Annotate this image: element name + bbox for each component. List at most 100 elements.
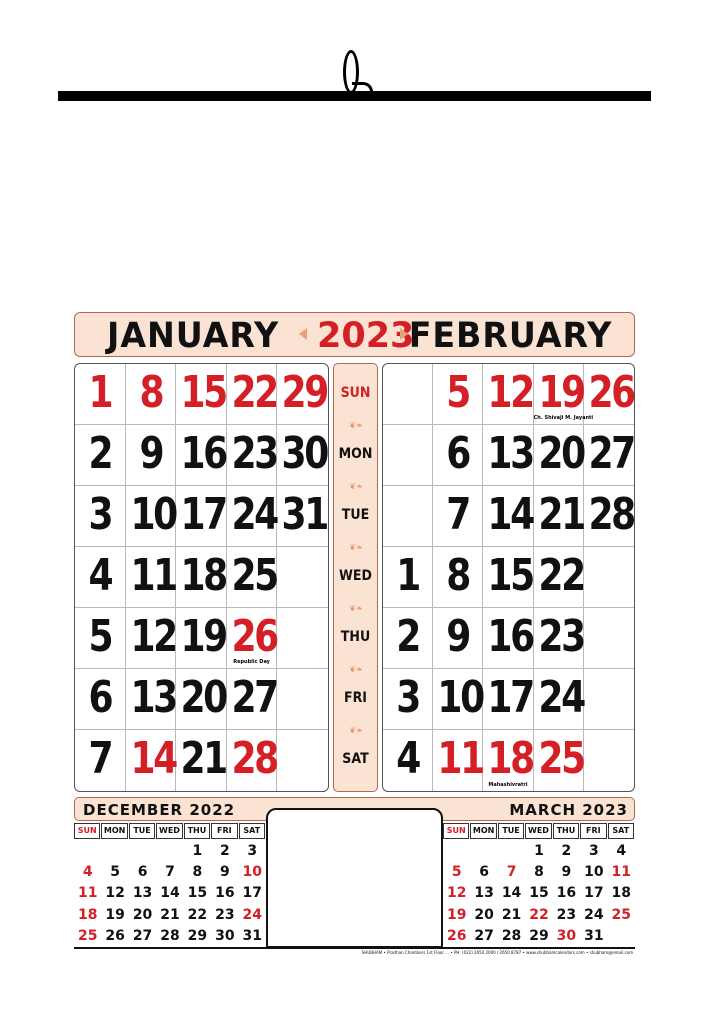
mini-date (443, 841, 470, 862)
mini-weekday-header: THU (183, 823, 211, 839)
mini-date: 16 (556, 885, 577, 902)
date-cell: 15 (176, 364, 228, 425)
date-number: 14 (130, 733, 178, 784)
date-number: 27 (588, 428, 634, 479)
date-cell (383, 486, 434, 547)
mini-weekday-header: FRI (211, 823, 238, 839)
date-cell: 18 Mahashivratri (483, 730, 536, 791)
date-number: 21 (180, 733, 229, 784)
date-number: 26 (231, 611, 279, 662)
january-grid: 1 8 15 22 29 2 9 16 23 30 3 10 17 24 31 4 11 18 25 5 12 19 26 R… (74, 363, 329, 792)
date-number: 28 (231, 733, 279, 784)
ornament-icon: ❦❧ (349, 604, 363, 613)
date-cell: 17 (176, 486, 229, 547)
date-cell: 28 (583, 486, 634, 547)
mini-date (498, 841, 525, 862)
date-number: 17 (180, 489, 229, 540)
date-cell: 20 (176, 669, 228, 730)
mini-date: 3 (247, 843, 258, 859)
mini-date: 13 (474, 885, 494, 902)
weekday-column: SUN ❦❧ MON ❦❧ TUE ❦❧ WED ❦❧ THU ❦❧ FRI ❦❧ SAT (333, 363, 378, 792)
date-cell: 9 (433, 608, 484, 669)
mini-date (129, 841, 156, 862)
date-number: 9 (446, 611, 471, 662)
date-cell: 18 (176, 547, 228, 608)
mini-date: 15 (187, 885, 208, 902)
date-number: 4 (396, 733, 421, 784)
ornament-icon: ❦❧ (349, 665, 363, 674)
arrow-left-icon (299, 328, 307, 340)
date-number: 7 (88, 733, 113, 784)
date-number: 13 (130, 672, 178, 723)
weekday-mon: MON ❦❧ (334, 425, 377, 491)
february-grid: 5 12 19 Ch. Shivaji M. Jayanti 26 6 13 20 27 7 14 2… (382, 363, 635, 792)
date-number: 20 (538, 428, 586, 479)
date-number: 10 (130, 489, 178, 540)
date-cell: 21 (533, 486, 586, 547)
mini-date: 23 (215, 906, 235, 923)
weekday-wed: WED ❦❧ (334, 547, 377, 613)
hanger-hook (352, 82, 373, 95)
mini-date: 17 (584, 885, 604, 902)
date-cell (583, 547, 634, 608)
mini-date: 29 (187, 927, 208, 944)
mini-date: 10 (242, 864, 263, 881)
mini-date: 6 (137, 864, 148, 881)
date-number: 31 (281, 489, 328, 540)
date-number: 7 (446, 489, 471, 540)
date-cell: 31 (277, 486, 328, 547)
mini-date: 14 (501, 885, 522, 902)
weekday-sat: SAT (334, 730, 377, 791)
mini-date: 23 (556, 906, 577, 923)
mini-date: 8 (192, 864, 203, 881)
december-mini-calendar: SUN MON TUE WED THU FRI SAT 1 2 3 4 5 6 7 8 9 10 11 12 13 1… (74, 823, 266, 947)
hanger-loop (343, 50, 359, 94)
mini-date: 20 (474, 906, 494, 923)
date-number: 2 (396, 611, 421, 662)
date-number: 29 (281, 367, 328, 418)
date-cell: 16 (176, 425, 228, 486)
date-number: 8 (139, 367, 164, 418)
mini-date: 4 (82, 864, 93, 881)
february-title: FEBRUARY (408, 316, 612, 356)
date-cell: 14 (483, 486, 536, 547)
mini-weekday-header: THU (552, 823, 580, 839)
date-cell: 28 (227, 730, 279, 791)
mini-date: 3 (588, 843, 599, 859)
date-cell: 5 (433, 364, 484, 425)
date-cell: 17 (483, 669, 536, 730)
date-cell: 16 (483, 608, 536, 669)
mini-date: 28 (501, 927, 522, 944)
mini-weekday-header: SUN (74, 823, 101, 839)
mini-weekday-header: WED (156, 823, 183, 839)
bottom-rule (74, 947, 635, 949)
date-cell: 8 (433, 547, 484, 608)
date-number: 12 (130, 611, 178, 662)
date-cell (383, 364, 434, 425)
ornament-icon: ❦❧ (349, 482, 363, 491)
date-cell: 21 (176, 730, 229, 791)
mini-date (470, 841, 497, 862)
mini-weekday-header: SAT (238, 823, 265, 839)
date-cell: 12 (125, 608, 178, 669)
date-cell: 15 (483, 547, 536, 608)
mini-date: 17 (242, 885, 263, 902)
date-number: 18 (487, 733, 536, 784)
date-cell: 13 (483, 425, 536, 486)
mini-date: 18 (611, 885, 632, 902)
mini-date: 30 (556, 927, 577, 944)
date-number: 14 (487, 489, 536, 540)
date-cell: 14 (126, 730, 178, 791)
mini-date: 12 (105, 885, 125, 902)
mini-weekday-header: FRI (580, 823, 607, 839)
date-cell (584, 730, 634, 791)
date-number: 1 (396, 550, 421, 601)
date-cell: 10 (433, 669, 485, 730)
mini-date: 18 (77, 906, 98, 923)
weekday-label: SAT (342, 751, 369, 767)
weekday-label: FRI (343, 690, 368, 706)
mini-weekday-header: SAT (607, 823, 634, 839)
mini-date: 22 (187, 906, 208, 923)
hanger-bar (58, 91, 651, 101)
date-cell: 6 (75, 669, 126, 730)
